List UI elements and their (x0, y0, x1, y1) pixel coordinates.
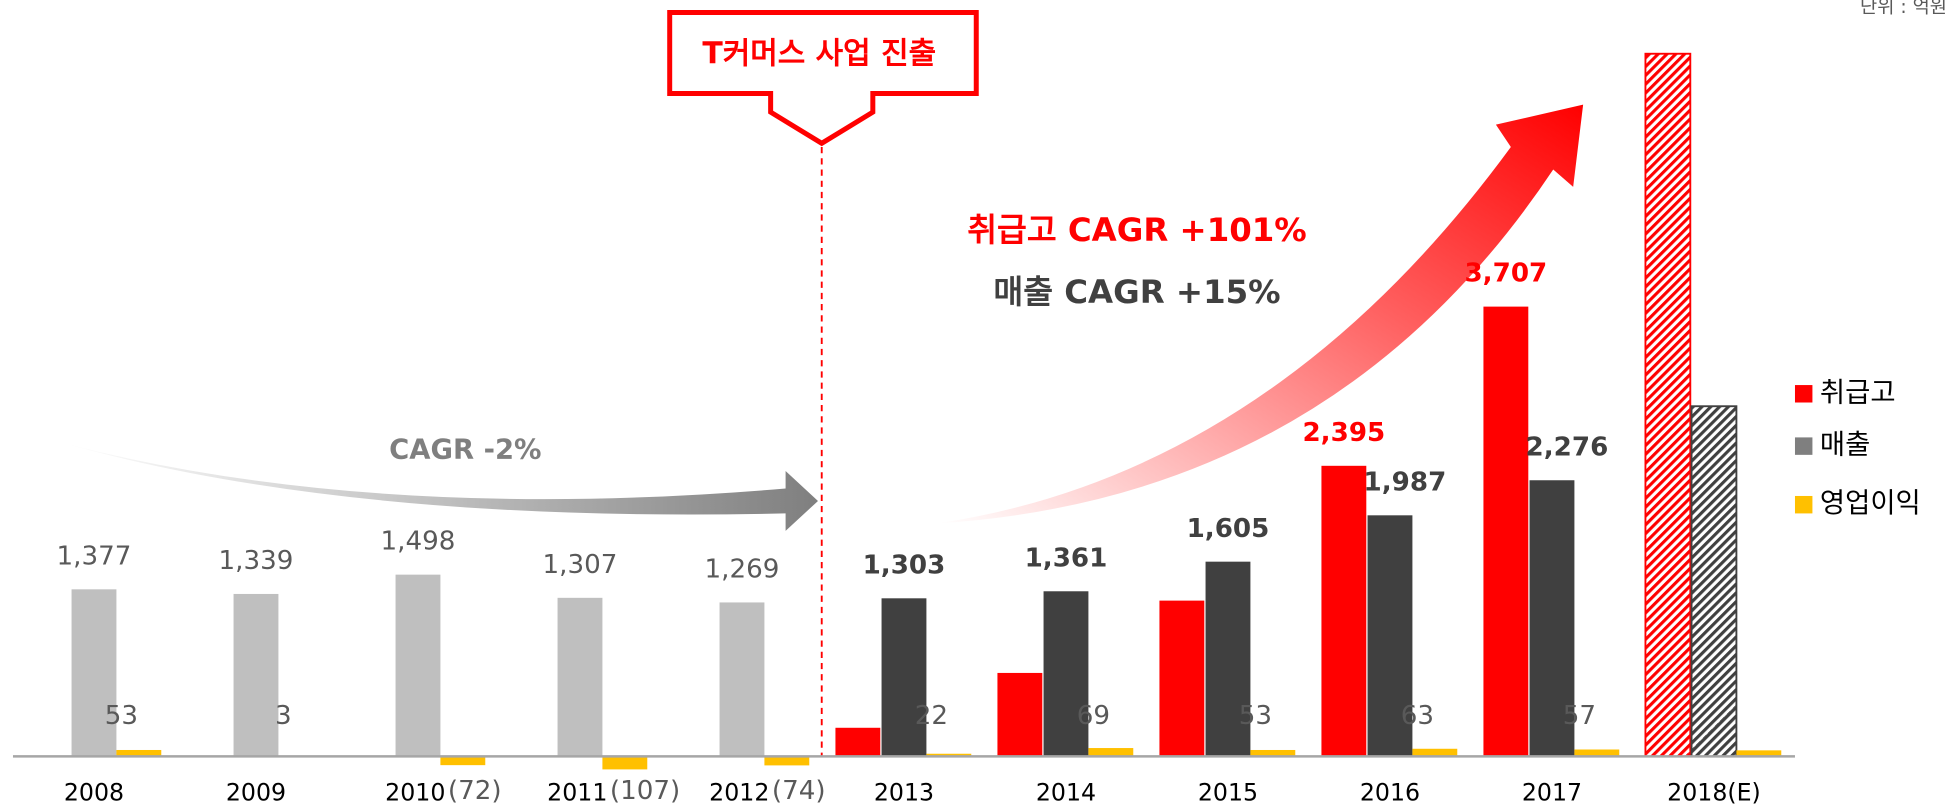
bar (1483, 306, 1529, 757)
x-tick-label: 2015 (1198, 778, 1258, 806)
value-label: 2,395 (1302, 418, 1385, 448)
x-tick-label: 2018(E) (1667, 778, 1761, 806)
x-tick-label: 2016 (1360, 778, 1420, 806)
value-label: 53 (1239, 701, 1272, 731)
x-tick-label: 2013 (874, 778, 934, 806)
legend-swatch (1794, 437, 1813, 455)
bar (116, 749, 162, 757)
x-tick-label: 2008 (64, 778, 124, 806)
growth-arrow (937, 104, 1584, 524)
value-label: 1,269 (705, 555, 780, 585)
legend-swatch (1794, 495, 1813, 514)
bar (1644, 52, 1692, 758)
legend-label: 영업이익 (1820, 488, 1921, 519)
bar (881, 598, 927, 757)
value-label: 1,361 (1025, 543, 1108, 573)
bar (1088, 748, 1134, 757)
bar (926, 753, 972, 757)
legend-swatch (1794, 385, 1813, 403)
value-label: 1,498 (381, 527, 456, 557)
bar (1574, 749, 1620, 757)
legend-label: 취급고 (1820, 377, 1896, 408)
value-label: 3,707 (1464, 259, 1547, 289)
bar (395, 574, 441, 757)
bar (557, 597, 603, 757)
value-label: (72) (448, 776, 502, 806)
value-label: 1,339 (219, 546, 294, 576)
callout-box (667, 9, 979, 147)
bar (1529, 480, 1575, 757)
value-label: (74) (772, 776, 826, 806)
unit-note: 단위 : 억원 (1860, 0, 1947, 18)
value-label: 57 (1563, 701, 1596, 731)
bar (835, 727, 881, 757)
value-label: 63 (1401, 701, 1434, 731)
bar (997, 672, 1043, 757)
value-label: 22 (915, 701, 948, 731)
bar (764, 756, 810, 766)
x-tick-label: 2009 (226, 778, 286, 806)
value-label: 1,987 (1364, 467, 1447, 497)
x-tick-label: 2011 (547, 778, 607, 806)
bar (719, 602, 765, 757)
trend-arrow (65, 443, 818, 531)
bar (602, 756, 648, 770)
bar (1159, 600, 1205, 757)
value-label: 69 (1077, 701, 1110, 731)
bar (71, 589, 117, 757)
bar (1412, 748, 1458, 757)
bar (1321, 465, 1367, 757)
bar (1250, 749, 1296, 757)
bar (440, 756, 486, 766)
x-tick-label: 2010 (385, 778, 445, 806)
annotation: 매출 CAGR +15% (993, 273, 1280, 311)
value-label: 1,307 (543, 550, 618, 580)
bar (1205, 561, 1251, 757)
annotation: 취급고 CAGR +101% (967, 211, 1307, 249)
value-label: 1,303 (863, 550, 946, 580)
x-tick-label: 2014 (1036, 778, 1096, 806)
value-label: 2,276 (1526, 432, 1609, 462)
bar (1690, 405, 1738, 758)
value-label: (107) (610, 776, 680, 806)
value-label: 3 (275, 701, 292, 731)
x-tick-label: 2012 (709, 778, 769, 806)
value-label: 1,377 (57, 541, 132, 571)
value-label: 53 (105, 701, 138, 731)
bar (1736, 750, 1782, 757)
callout-text: T커머스 사업 진출 (702, 36, 936, 71)
legend-label: 매출 (1820, 430, 1870, 461)
bar (233, 593, 279, 757)
bar (1043, 591, 1089, 757)
x-tick-label: 2017 (1522, 778, 1582, 806)
bar (1367, 515, 1413, 757)
annotation: CAGR -2% (389, 435, 541, 466)
value-label: 1,605 (1187, 514, 1270, 544)
